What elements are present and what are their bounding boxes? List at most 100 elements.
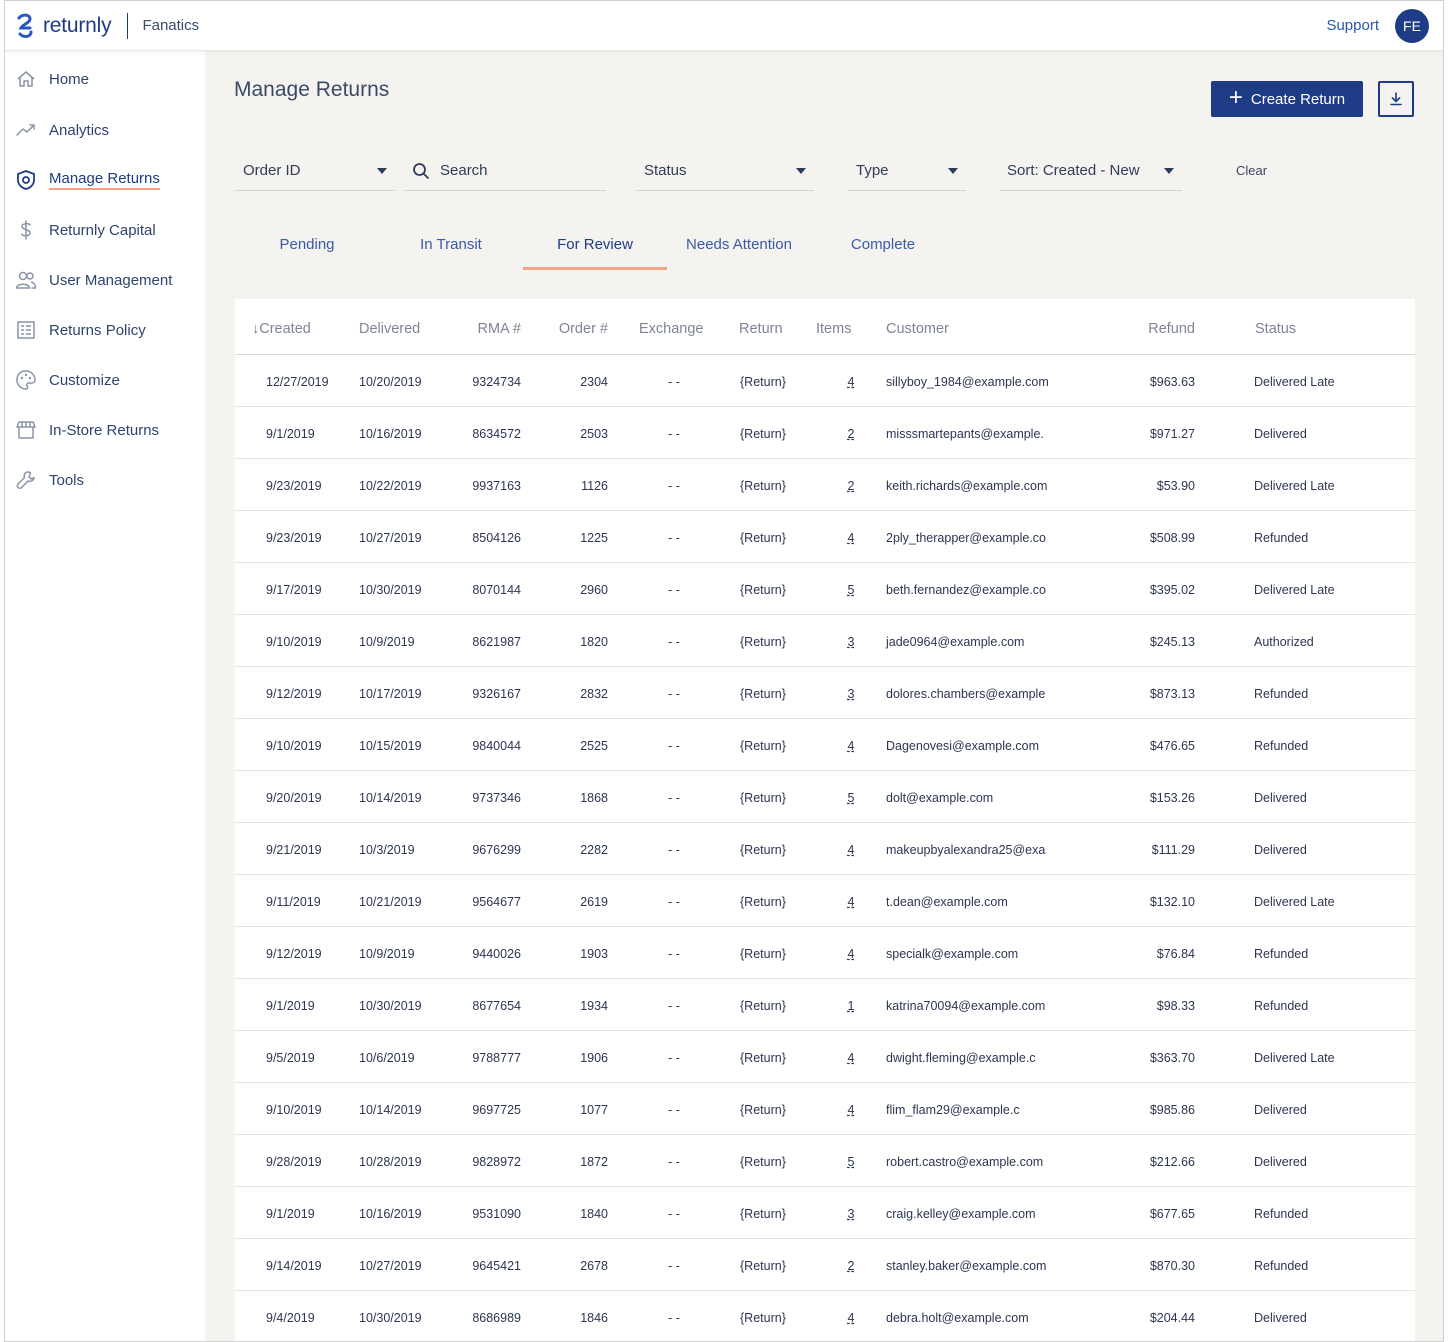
- cell-items[interactable]: 2: [847, 427, 855, 441]
- sidebar-item-customize[interactable]: Customize: [15, 368, 120, 392]
- sidebar-item-analytics[interactable]: Analytics: [15, 118, 109, 142]
- table-row[interactable]: 9/20/2019 10/14/2019 9737346 1868 - - {Return…: [235, 771, 1415, 823]
- cell-order: 1840: [580, 1207, 608, 1221]
- table-row[interactable]: 9/17/2019 10/30/2019 8070144 2960 - - {Return…: [235, 563, 1415, 615]
- clear-filters-link[interactable]: Clear: [1236, 163, 1268, 178]
- table-row[interactable]: 9/12/2019 10/9/2019 9440026 1903 - - {Return}…: [235, 927, 1415, 979]
- table-row[interactable]: 9/21/2019 10/3/2019 9676299 2282 - - {Return}…: [235, 823, 1415, 875]
- search-field[interactable]: [404, 151, 606, 191]
- tab-in-transit[interactable]: In Transit: [420, 236, 482, 253]
- returnly-logo[interactable]: returnly: [15, 13, 112, 39]
- cell-items[interactable]: 4: [847, 1103, 855, 1117]
- download-button[interactable]: [1378, 81, 1414, 117]
- column-exchange[interactable]: Exchange: [639, 321, 704, 337]
- cell-items[interactable]: 4: [847, 843, 855, 857]
- table-row[interactable]: 9/23/2019 10/22/2019 9937163 1126 - - {Return…: [235, 459, 1415, 511]
- column-created-label: Created: [259, 321, 311, 337]
- table-row[interactable]: 9/5/2019 10/6/2019 9788777 1906 - - {Return} 4…: [235, 1031, 1415, 1083]
- cell-created: 9/17/2019: [266, 583, 322, 597]
- sidebar-item-home[interactable]: Home: [15, 67, 89, 91]
- table-row[interactable]: 9/28/2019 10/28/2019 9828972 1872 - - {Return…: [235, 1135, 1415, 1187]
- cell-rma: 9788777: [472, 1051, 521, 1065]
- create-return-label: Create Return: [1250, 90, 1346, 108]
- cell-customer: dwight.fleming@example.c: [886, 1051, 1036, 1065]
- cell-items[interactable]: 4: [847, 1311, 855, 1325]
- cell-delivered: 10/17/2019: [359, 687, 422, 701]
- create-return-button[interactable]: + Create Return: [1211, 81, 1363, 117]
- cell-items[interactable]: 4: [847, 739, 855, 753]
- cell-items[interactable]: 4: [847, 895, 855, 909]
- sidebar-item-user-management[interactable]: User Management: [15, 268, 172, 292]
- status-select[interactable]: Status: [636, 151, 814, 191]
- cell-items[interactable]: 5: [847, 791, 855, 805]
- cell-items[interactable]: 3: [847, 1207, 855, 1221]
- sidebar-item-manage-returns[interactable]: Manage Returns: [15, 168, 160, 192]
- cell-status: Delivered Late: [1254, 895, 1335, 909]
- cell-status: Delivered Late: [1254, 583, 1335, 597]
- column-order[interactable]: Order #: [558, 321, 608, 337]
- column-items[interactable]: Items: [816, 321, 852, 337]
- cell-items[interactable]: 4: [847, 947, 855, 961]
- cell-items[interactable]: 4: [847, 531, 855, 545]
- table-row[interactable]: 9/23/2019 10/27/2019 8504126 1225 - - {Return…: [235, 511, 1415, 563]
- column-created[interactable]: ↓Created: [252, 321, 311, 337]
- cell-items[interactable]: 2: [847, 1259, 855, 1273]
- column-customer[interactable]: Customer: [886, 321, 949, 337]
- table-row[interactable]: 9/11/2019 10/21/2019 9564677 2619 - - {Return…: [235, 875, 1415, 927]
- sidebar-item-returns-policy[interactable]: Returns Policy: [15, 318, 146, 342]
- cell-exchange: - -: [668, 687, 680, 701]
- tab-for-review[interactable]: For Review: [523, 221, 667, 270]
- column-refund[interactable]: Refund: [1148, 321, 1195, 337]
- order-id-select[interactable]: Order ID: [235, 151, 395, 191]
- cell-items[interactable]: 4: [847, 375, 855, 389]
- cell-order: 2304: [580, 375, 608, 389]
- support-link[interactable]: Support: [1326, 17, 1379, 34]
- cell-return: {Return}: [740, 1051, 786, 1065]
- table-row[interactable]: 9/10/2019 10/14/2019 9697725 1077 - - {Return…: [235, 1083, 1415, 1135]
- cell-rma: 8634572: [472, 427, 521, 441]
- cell-items[interactable]: 5: [847, 583, 855, 597]
- table-row[interactable]: 9/1/2019 10/30/2019 8677654 1934 - - {Return}…: [235, 979, 1415, 1031]
- table-row[interactable]: 9/10/2019 10/15/2019 9840044 2525 - - {Return…: [235, 719, 1415, 771]
- type-select[interactable]: Type: [848, 151, 966, 191]
- column-rma[interactable]: RMA #: [477, 321, 521, 337]
- users-icon: [15, 271, 37, 289]
- table-row[interactable]: 12/27/2019 10/20/2019 9324734 2304 - - {Retur…: [235, 355, 1415, 407]
- cell-delivered: 10/27/2019: [359, 1259, 422, 1273]
- cell-items[interactable]: 4: [847, 1051, 855, 1065]
- table-row[interactable]: 9/4/2019 10/30/2019 8686989 1846 - - {Return}…: [235, 1291, 1415, 1341]
- sidebar-item-in-store-returns[interactable]: In-Store Returns: [15, 418, 159, 442]
- table-row[interactable]: 9/1/2019 10/16/2019 8634572 2503 - - {Return}…: [235, 407, 1415, 459]
- cell-items[interactable]: 1: [847, 999, 855, 1013]
- sort-select[interactable]: Sort: Created - New: [1000, 151, 1182, 191]
- cell-customer: beth.fernandez@example.co: [886, 583, 1047, 597]
- table-row[interactable]: 9/10/2019 10/9/2019 8621987 1820 - - {Return}…: [235, 615, 1415, 667]
- cell-items[interactable]: 5: [847, 1155, 855, 1169]
- cell-items[interactable]: 3: [847, 687, 855, 701]
- user-avatar[interactable]: FE: [1395, 8, 1429, 43]
- cell-order: 1225: [580, 531, 608, 545]
- cell-order: 1846: [580, 1311, 608, 1325]
- table-row[interactable]: 9/12/2019 10/17/2019 9326167 2832 - - {Return…: [235, 667, 1415, 719]
- cell-items[interactable]: 3: [847, 635, 855, 649]
- cell-status: Delivered: [1254, 843, 1307, 857]
- column-return[interactable]: Return: [739, 321, 783, 337]
- column-delivered[interactable]: Delivered: [359, 321, 421, 337]
- cell-order: 2678: [580, 1259, 608, 1273]
- sidebar-item-tools[interactable]: Tools: [15, 468, 84, 492]
- search-input[interactable]: [440, 162, 590, 179]
- cell-refund: $53.90: [1156, 479, 1195, 493]
- cell-order: 1077: [580, 1103, 608, 1117]
- table-row[interactable]: 9/1/2019 10/16/2019 9531090 1840 - - {Return}…: [235, 1187, 1415, 1239]
- sidebar-item-returnly-capital[interactable]: Returnly Capital: [15, 218, 156, 242]
- tab-pending[interactable]: Pending: [279, 236, 335, 253]
- cell-exchange: - -: [668, 1259, 680, 1273]
- table-row[interactable]: 9/14/2019 10/27/2019 9645421 2678 - - {Return…: [235, 1239, 1415, 1291]
- cell-exchange: - -: [668, 1103, 680, 1117]
- returnly-logo-icon: [17, 13, 33, 38]
- tab-complete[interactable]: Complete: [850, 236, 916, 253]
- column-status[interactable]: Status: [1255, 321, 1297, 337]
- cell-items[interactable]: 2: [847, 479, 855, 493]
- cell-return: {Return}: [740, 1207, 786, 1221]
- tab-needs-attention[interactable]: Needs Attention: [686, 236, 792, 253]
